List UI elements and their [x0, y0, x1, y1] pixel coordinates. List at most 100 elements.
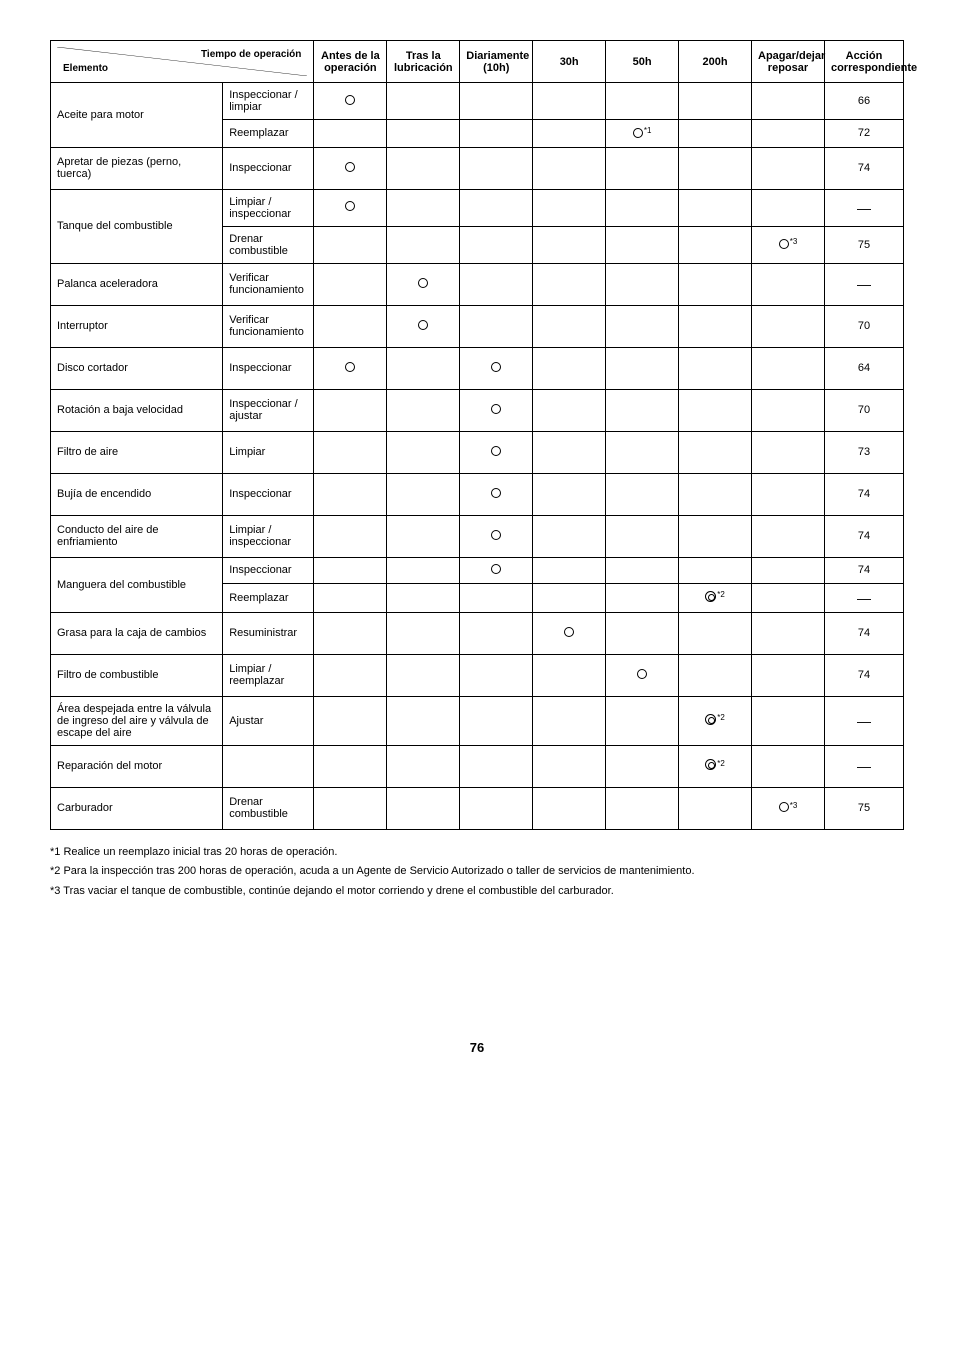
table-row: Apretar de piezas (perno, tuerca)Inspecc… [51, 147, 904, 189]
page-cell: — [824, 583, 903, 612]
mark-cell [314, 696, 387, 745]
mark-cell [606, 696, 679, 745]
double-circle-icon [705, 591, 716, 602]
action-cell: Inspeccionar / limpiar [223, 83, 314, 120]
page-number: 76 [50, 1040, 904, 1055]
circle-icon [345, 95, 355, 105]
circle-icon [564, 627, 574, 637]
page-cell: 75 [824, 226, 903, 263]
page-cell: 74 [824, 612, 903, 654]
element-cell: Grasa para la caja de cambios [51, 612, 223, 654]
mark-cell [533, 305, 606, 347]
page-cell: 64 [824, 347, 903, 389]
mark-cell [314, 305, 387, 347]
mark-cell [533, 583, 606, 612]
mark-cell [533, 745, 606, 787]
mark-cell [460, 189, 533, 226]
table-row: InterruptorVerificar funcionamiento70 [51, 305, 904, 347]
mark-cell [606, 263, 679, 305]
mark-cell [314, 120, 387, 148]
circle-icon [779, 802, 789, 812]
mark-cell [460, 583, 533, 612]
mark-cell [606, 305, 679, 347]
table-row: Tanque del combustibleLimpiar / inspecci… [51, 189, 904, 226]
mark-cell [533, 147, 606, 189]
table-body: Aceite para motorInspeccionar / limpiar 6… [51, 83, 904, 830]
action-cell: Limpiar / reemplazar [223, 654, 314, 696]
mark-cell [679, 389, 752, 431]
table-row: Rotación a baja velocidadInspeccionar / … [51, 389, 904, 431]
mark-cell [606, 515, 679, 557]
circle-icon [491, 446, 501, 456]
mark-cell [752, 583, 825, 612]
element-cell: Filtro de combustible [51, 654, 223, 696]
mark-cell [387, 305, 460, 347]
mark-cell [679, 263, 752, 305]
mark-cell [387, 263, 460, 305]
mark-cell [533, 83, 606, 120]
mark-cell [460, 347, 533, 389]
mark-cell: *3 [752, 787, 825, 829]
header-diag-top: Tiempo de operación [201, 49, 301, 60]
mark-cell [679, 189, 752, 226]
footnotes: *1 Realice un reemplazo inicial tras 20 … [50, 844, 904, 901]
mark-cell [387, 83, 460, 120]
table-row: Filtro de combustibleLimpiar / reemplaza… [51, 654, 904, 696]
dash-icon: — [857, 276, 871, 292]
mark-cell [533, 557, 606, 583]
element-cell: Conducto del aire de enfriamiento [51, 515, 223, 557]
dash-icon: — [857, 200, 871, 216]
page-cell: 70 [824, 305, 903, 347]
mark-sup: *1 [644, 126, 652, 135]
mark-cell [752, 120, 825, 148]
element-cell: Rotación a baja velocidad [51, 389, 223, 431]
header-diag-bottom: Elemento [63, 63, 108, 74]
table-row: Filtro de aireLimpiar73 [51, 431, 904, 473]
element-cell: Aceite para motor [51, 83, 223, 148]
col-200h: 200h [679, 41, 752, 83]
action-cell: Limpiar [223, 431, 314, 473]
element-cell: Carburador [51, 787, 223, 829]
mark-cell [314, 147, 387, 189]
circle-icon [418, 320, 428, 330]
action-cell [223, 745, 314, 787]
page-cell: 70 [824, 389, 903, 431]
mark-cell [533, 189, 606, 226]
mark-cell: *2 [679, 583, 752, 612]
table-row: Área despejada entre la válvula de ingre… [51, 696, 904, 745]
mark-cell [679, 347, 752, 389]
header-row: Tiempo de operación Elemento Antes de la… [51, 41, 904, 83]
element-cell: Disco cortador [51, 347, 223, 389]
circle-icon [779, 239, 789, 249]
mark-cell [314, 473, 387, 515]
mark-cell [387, 347, 460, 389]
mark-cell [679, 787, 752, 829]
page-cell: — [824, 263, 903, 305]
mark-cell: *3 [752, 226, 825, 263]
mark-cell [752, 389, 825, 431]
mark-cell: *2 [679, 745, 752, 787]
mark-cell [460, 745, 533, 787]
col-shutdown: Apagar/dejar reposar [752, 41, 825, 83]
action-cell: Resuministrar [223, 612, 314, 654]
col-50h: 50h [606, 41, 679, 83]
page-cell: 75 [824, 787, 903, 829]
page-cell: 74 [824, 654, 903, 696]
page-cell: — [824, 696, 903, 745]
page-cell: 72 [824, 120, 903, 148]
action-cell: Verificar funcionamiento [223, 305, 314, 347]
mark-cell [533, 612, 606, 654]
action-cell: Inspeccionar / ajustar [223, 389, 314, 431]
mark-cell [606, 583, 679, 612]
dash-icon: — [857, 713, 871, 729]
mark-cell [533, 515, 606, 557]
mark-cell [460, 83, 533, 120]
mark-cell [460, 120, 533, 148]
mark-cell [606, 431, 679, 473]
mark-cell [606, 347, 679, 389]
mark-cell [314, 745, 387, 787]
circle-icon [345, 362, 355, 372]
mark-cell [606, 612, 679, 654]
page-cell: 74 [824, 473, 903, 515]
circle-icon [491, 362, 501, 372]
